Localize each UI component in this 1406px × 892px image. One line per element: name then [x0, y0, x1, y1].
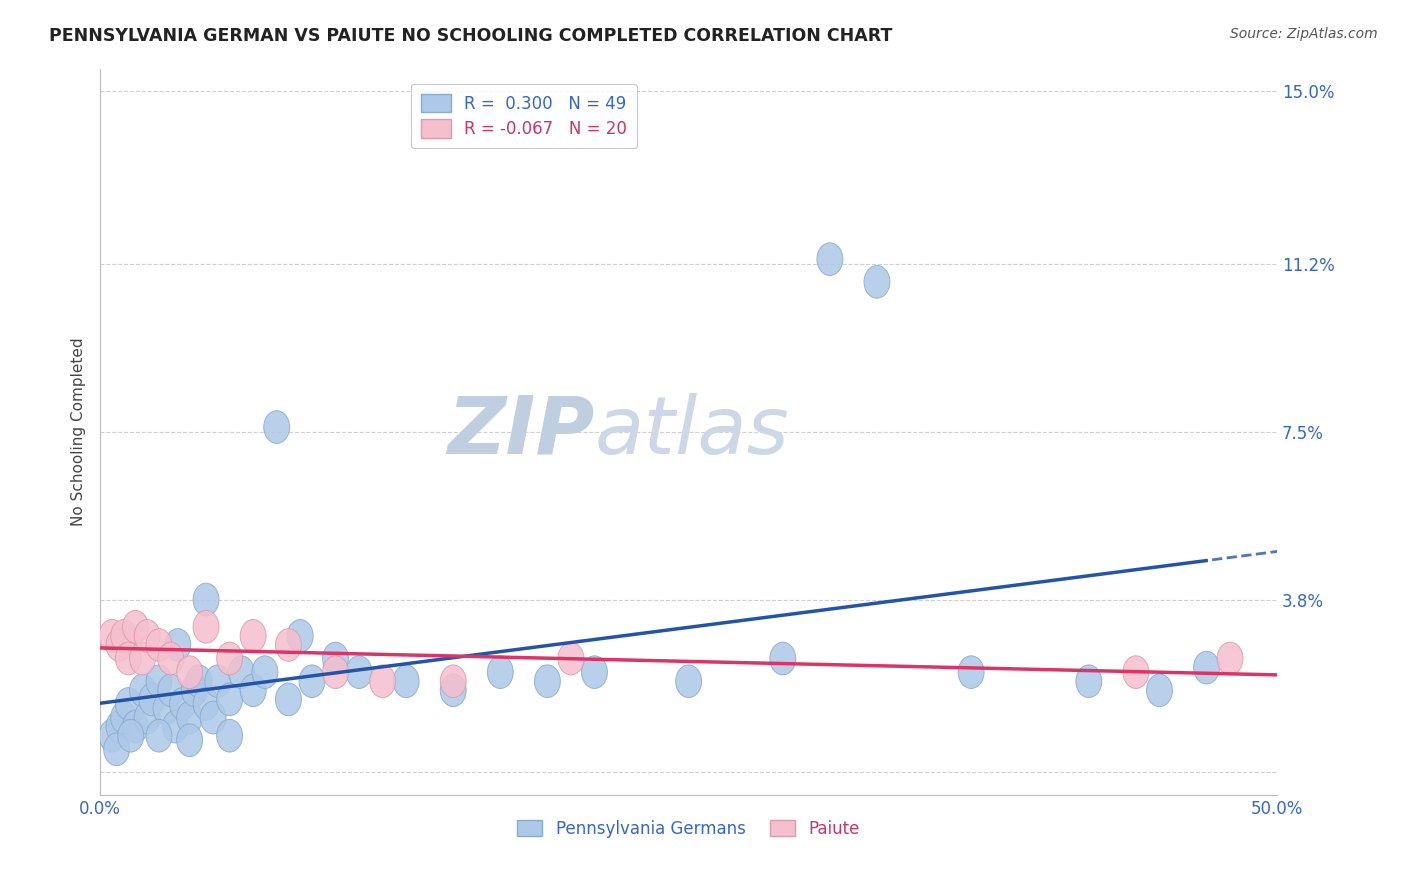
- Ellipse shape: [118, 719, 143, 752]
- Ellipse shape: [558, 642, 583, 675]
- Ellipse shape: [146, 719, 172, 752]
- Ellipse shape: [111, 620, 136, 652]
- Ellipse shape: [1146, 674, 1173, 706]
- Ellipse shape: [134, 620, 160, 652]
- Ellipse shape: [676, 665, 702, 698]
- Ellipse shape: [370, 665, 395, 698]
- Ellipse shape: [322, 656, 349, 689]
- Ellipse shape: [240, 620, 266, 652]
- Ellipse shape: [276, 629, 301, 661]
- Ellipse shape: [98, 620, 125, 652]
- Ellipse shape: [322, 642, 349, 675]
- Legend: Pennsylvania Germans, Paiute: Pennsylvania Germans, Paiute: [510, 814, 866, 845]
- Ellipse shape: [181, 674, 207, 706]
- Ellipse shape: [534, 665, 561, 698]
- Ellipse shape: [817, 243, 842, 276]
- Ellipse shape: [276, 683, 301, 715]
- Y-axis label: No Schooling Completed: No Schooling Completed: [72, 337, 86, 526]
- Ellipse shape: [170, 688, 195, 720]
- Ellipse shape: [122, 710, 149, 743]
- Ellipse shape: [1076, 665, 1102, 698]
- Ellipse shape: [488, 656, 513, 689]
- Ellipse shape: [115, 688, 142, 720]
- Ellipse shape: [865, 266, 890, 298]
- Ellipse shape: [105, 629, 132, 661]
- Ellipse shape: [193, 688, 219, 720]
- Ellipse shape: [394, 665, 419, 698]
- Ellipse shape: [299, 665, 325, 698]
- Ellipse shape: [146, 665, 172, 698]
- Text: PENNSYLVANIA GERMAN VS PAIUTE NO SCHOOLING COMPLETED CORRELATION CHART: PENNSYLVANIA GERMAN VS PAIUTE NO SCHOOLI…: [49, 27, 893, 45]
- Ellipse shape: [129, 674, 156, 706]
- Ellipse shape: [193, 583, 219, 615]
- Ellipse shape: [217, 642, 243, 675]
- Ellipse shape: [157, 642, 184, 675]
- Ellipse shape: [157, 674, 184, 706]
- Ellipse shape: [582, 656, 607, 689]
- Ellipse shape: [440, 674, 467, 706]
- Ellipse shape: [193, 610, 219, 643]
- Ellipse shape: [205, 665, 231, 698]
- Ellipse shape: [177, 656, 202, 689]
- Ellipse shape: [217, 719, 243, 752]
- Ellipse shape: [1123, 656, 1149, 689]
- Ellipse shape: [1218, 642, 1243, 675]
- Text: Source: ZipAtlas.com: Source: ZipAtlas.com: [1230, 27, 1378, 41]
- Ellipse shape: [186, 665, 212, 698]
- Ellipse shape: [98, 719, 125, 752]
- Ellipse shape: [139, 683, 165, 715]
- Ellipse shape: [346, 656, 373, 689]
- Ellipse shape: [122, 610, 149, 643]
- Ellipse shape: [252, 656, 278, 689]
- Ellipse shape: [115, 642, 142, 675]
- Text: ZIP: ZIP: [447, 392, 595, 471]
- Ellipse shape: [129, 642, 156, 675]
- Text: atlas: atlas: [595, 392, 789, 471]
- Ellipse shape: [104, 733, 129, 765]
- Ellipse shape: [770, 642, 796, 675]
- Ellipse shape: [177, 701, 202, 734]
- Ellipse shape: [264, 410, 290, 443]
- Ellipse shape: [287, 620, 314, 652]
- Ellipse shape: [240, 674, 266, 706]
- Ellipse shape: [105, 710, 132, 743]
- Ellipse shape: [111, 701, 136, 734]
- Ellipse shape: [228, 656, 254, 689]
- Ellipse shape: [165, 629, 191, 661]
- Ellipse shape: [200, 701, 226, 734]
- Ellipse shape: [153, 692, 179, 725]
- Ellipse shape: [440, 665, 467, 698]
- Ellipse shape: [146, 629, 172, 661]
- Ellipse shape: [134, 701, 160, 734]
- Ellipse shape: [1194, 651, 1219, 684]
- Ellipse shape: [163, 710, 188, 743]
- Ellipse shape: [177, 724, 202, 756]
- Ellipse shape: [957, 656, 984, 689]
- Ellipse shape: [217, 683, 243, 715]
